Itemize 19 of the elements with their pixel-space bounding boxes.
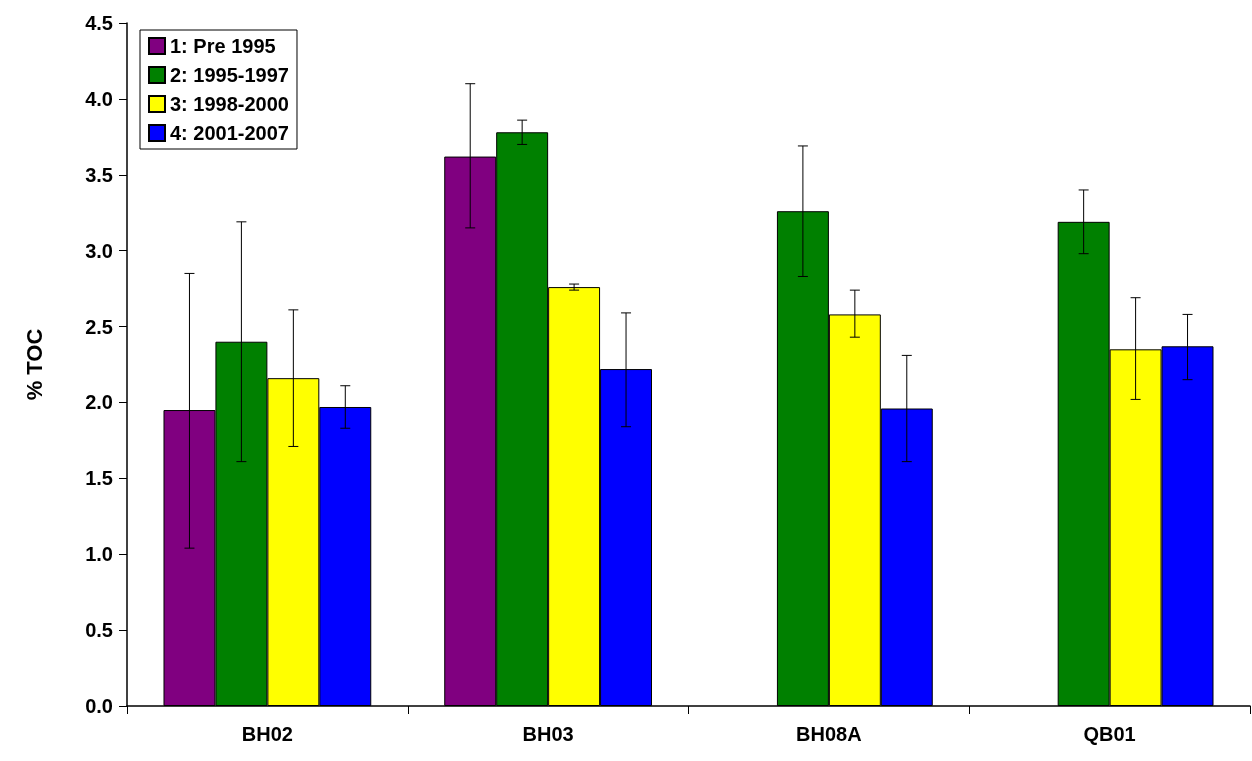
y-tick-label: 0.5 [85,619,113,642]
y-tick-label: 4.0 [85,87,113,110]
legend-label: 1: Pre 1995 [170,35,276,57]
y-tick-label: 2.5 [85,315,113,338]
legend-label: 2: 1995-1997 [170,64,289,86]
y-tick-label: 3.0 [85,239,113,262]
legend-label: 4: 2001-2007 [170,122,289,144]
y-tick-label: 2.0 [85,391,113,414]
y-tick-label: 1.0 [85,543,113,566]
y-axis-title: % TOC [21,328,47,401]
y-tick-label: 3.5 [85,163,113,186]
y-tick-label: 0.0 [85,695,113,717]
x-tick-label: BH03 [522,723,574,745]
x-tick-label: QB01 [1083,723,1136,745]
y-tick-label: 4.5 [85,12,113,34]
legend-label: 3: 1998-2000 [170,93,289,115]
x-tick-label: BH08A [796,723,862,745]
y-tick-label: 1.5 [85,467,113,490]
x-tick-label: BH02 [241,723,293,745]
